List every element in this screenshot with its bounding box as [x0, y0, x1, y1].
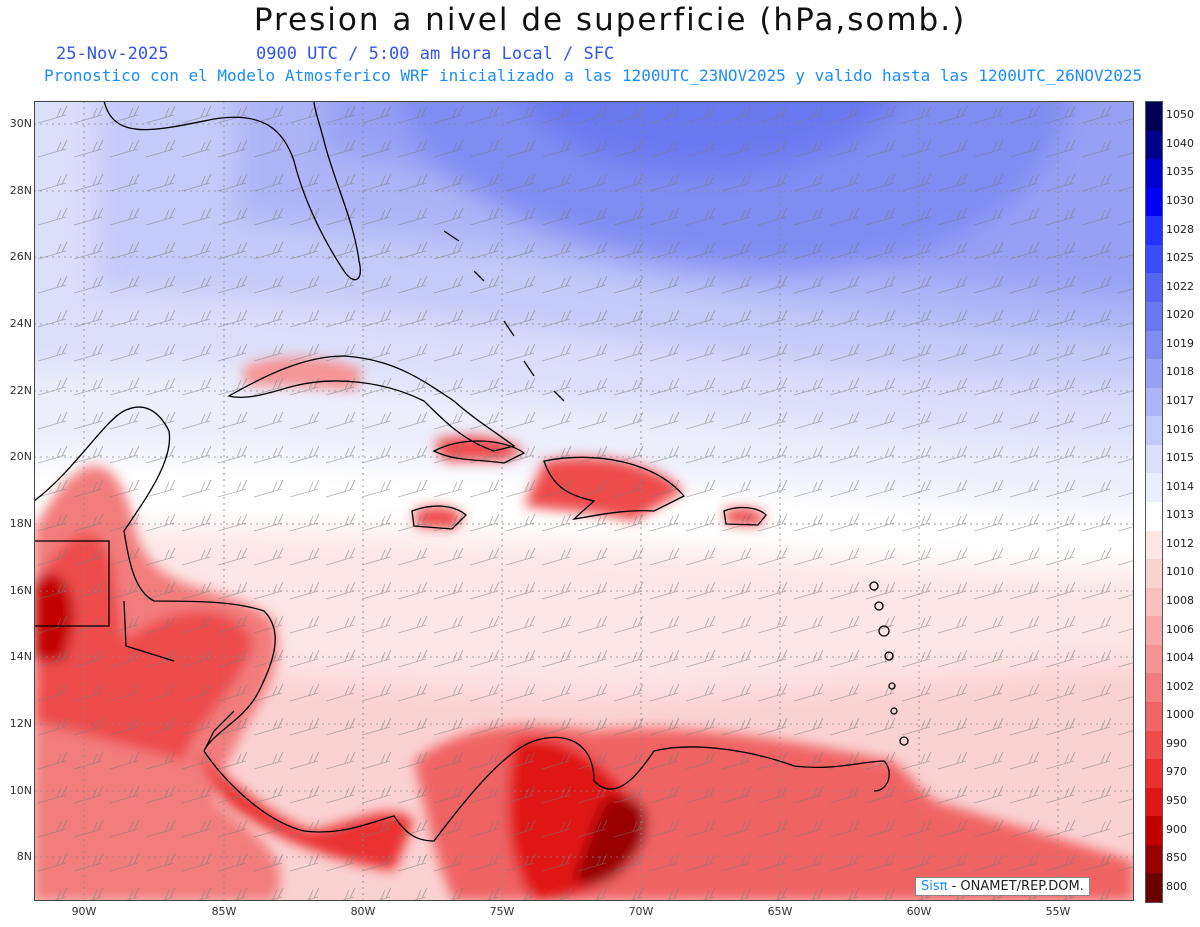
lat-label: 14N: [9, 650, 32, 663]
colorbar-level-label: 970: [1166, 765, 1187, 779]
colorbar-segment: [1146, 502, 1162, 532]
colorbar-segment: [1146, 587, 1162, 617]
pressure-colorbar: [1145, 101, 1163, 903]
colorbar-level-label: 1030: [1166, 194, 1194, 207]
credit-text: - ONAMET/REP.DOM.: [951, 879, 1084, 894]
lat-label: 28N: [9, 184, 32, 197]
colorbar-level-label: 1006: [1166, 622, 1194, 636]
lon-label: 70W: [628, 905, 654, 918]
colorbar-level-label: 1004: [1166, 651, 1194, 665]
colorbar-segment: [1146, 759, 1162, 789]
colorbar-segment: [1146, 359, 1162, 389]
lat-label: 22N: [9, 384, 32, 397]
colorbar-segment: [1146, 330, 1162, 360]
colorbar-segment: [1146, 673, 1162, 703]
colorbar-segment: [1146, 559, 1162, 589]
colorbar-segment: [1146, 130, 1162, 160]
lon-label: 60W: [906, 905, 932, 918]
model-info: Pronostico con el Modelo Atmosferico WRF…: [44, 66, 1143, 85]
colorbar-level-label: 1019: [1166, 336, 1194, 350]
colorbar-level-label: 1018: [1166, 365, 1194, 379]
colorbar-segment: [1146, 102, 1162, 132]
map-frame: [34, 101, 1134, 901]
lon-label: 80W: [350, 905, 376, 918]
pressure-map: [34, 101, 1134, 901]
colorbar-segment: [1146, 530, 1162, 560]
lon-label: 55W: [1045, 905, 1071, 918]
map-title: Presion a nivel de superficie (hPa,somb.…: [253, 2, 967, 38]
colorbar-segment: [1146, 387, 1162, 417]
colorbar-level-label: 1020: [1166, 308, 1194, 322]
colorbar-segment: [1146, 873, 1162, 903]
colorbar-level-label: 1022: [1166, 279, 1194, 293]
colorbar-segment: [1146, 302, 1162, 332]
lon-label: 65W: [767, 905, 793, 918]
colorbar-segment: [1146, 159, 1162, 189]
lat-label: 30N: [9, 117, 32, 130]
colorbar-segment: [1146, 702, 1162, 732]
colorbar-level-label: 1012: [1166, 536, 1194, 550]
graticule: [34, 101, 1134, 901]
colorbar-segment: [1146, 187, 1162, 217]
forecast-date: 25-Nov-2025: [56, 44, 169, 64]
colorbar-segment: [1146, 844, 1162, 874]
lat-label: 8N: [16, 850, 32, 863]
colorbar-segment: [1146, 787, 1162, 817]
colorbar-level-label: 1013: [1166, 508, 1194, 522]
colorbar-segment: [1146, 244, 1162, 274]
colorbar-level-label: 950: [1166, 794, 1187, 807]
colorbar-level-label: 1025: [1166, 251, 1194, 265]
colorbar-segment: [1146, 216, 1162, 246]
lon-label: 75W: [489, 905, 515, 918]
lon-label: 90W: [71, 905, 97, 918]
colorbar-level-label: 1017: [1166, 394, 1194, 407]
lat-label: 26N: [9, 250, 32, 263]
colorbar-segment: [1146, 644, 1162, 674]
lat-label: 18N: [9, 517, 32, 530]
lat-label: 16N: [9, 584, 32, 597]
colorbar-level-label: 1050: [1166, 108, 1194, 122]
colorbar-level-label: 1008: [1166, 594, 1194, 607]
credit-box: Sisπ - ONAMET/REP.DOM.: [915, 877, 1090, 896]
colorbar-level-label: 1000: [1166, 708, 1194, 722]
colorbar-level-label: 1002: [1166, 679, 1194, 693]
colorbar-level-label: 990: [1166, 736, 1187, 750]
lat-label: 20N: [9, 450, 32, 463]
lat-label: 10N: [9, 784, 32, 797]
colorbar-level-label: 850: [1166, 851, 1187, 865]
colorbar-level-label: 800: [1166, 879, 1187, 893]
colorbar-level-label: 1028: [1166, 222, 1194, 236]
colorbar-level-label: 1035: [1166, 165, 1194, 179]
lon-label: 85W: [211, 905, 237, 918]
wind-barbs: [34, 101, 1134, 901]
lat-label: 12N: [9, 717, 32, 730]
colorbar-segment: [1146, 816, 1162, 846]
colorbar-level-label: 1014: [1166, 479, 1194, 493]
colorbar-segment: [1146, 416, 1162, 446]
coastlines: [34, 101, 909, 842]
colorbar-level-label: 1015: [1166, 451, 1194, 465]
colorbar-level-label: 1010: [1166, 565, 1194, 579]
valid-time: 0900 UTC / 5:00 am Hora Local / SFC: [256, 44, 615, 64]
colorbar-segment: [1146, 273, 1162, 303]
lat-label: 24N: [9, 317, 32, 330]
sispi-logo: Sisπ: [921, 879, 948, 894]
colorbar-segment: [1146, 444, 1162, 474]
colorbar-level-label: 1016: [1166, 422, 1194, 436]
colorbar-level-label: 900: [1166, 822, 1187, 836]
colorbar-level-label: 1040: [1166, 136, 1194, 150]
colorbar-segment: [1146, 616, 1162, 646]
colorbar-segment: [1146, 473, 1162, 503]
colorbar-segment: [1146, 730, 1162, 760]
